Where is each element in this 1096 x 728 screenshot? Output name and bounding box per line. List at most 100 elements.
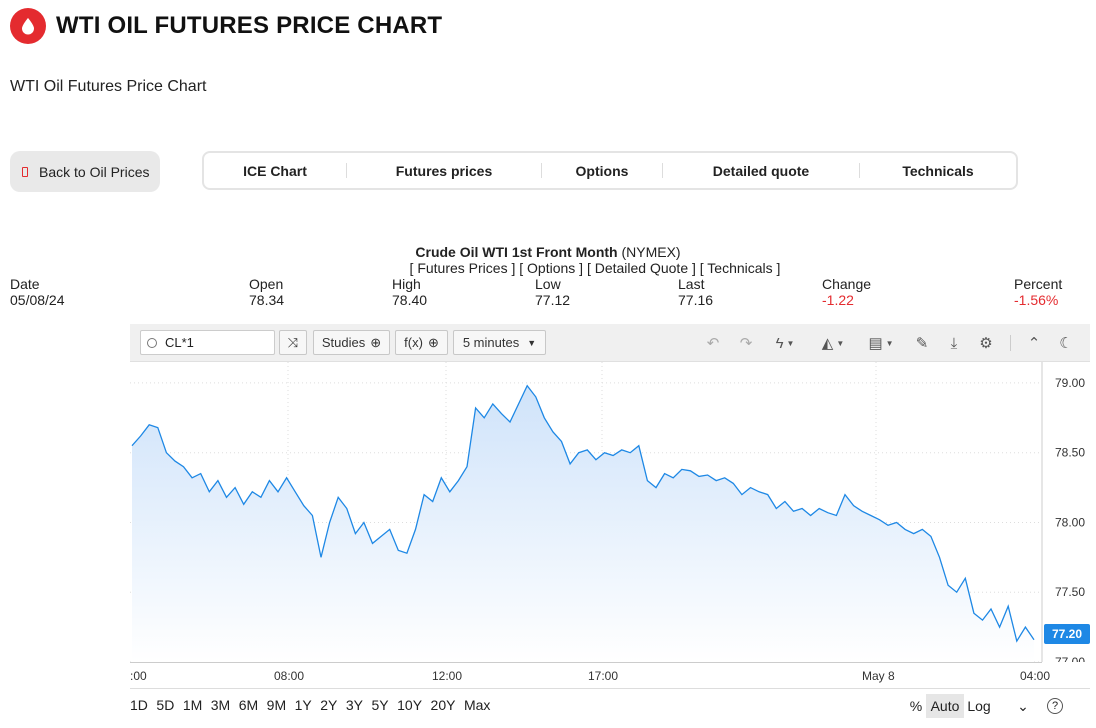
- quote-title: Crude Oil WTI 1st Front Month (NYMEX): [0, 244, 1096, 260]
- range-20y[interactable]: 20Y: [430, 697, 456, 713]
- stat-change: Change -1.22: [822, 276, 871, 308]
- range-6m[interactable]: 6M: [238, 697, 259, 713]
- stat-value: -1.56%: [1014, 292, 1059, 308]
- log-scale-button[interactable]: Log: [967, 698, 991, 714]
- page-subtitle: WTI Oil Futures Price Chart: [10, 78, 207, 95]
- y-tick-label: 79.00: [1055, 376, 1085, 390]
- x-tick-label: 04:00: [1020, 669, 1051, 683]
- studies-label: Studies: [321, 335, 366, 350]
- function-button[interactable]: f(x) ⊕: [395, 330, 448, 355]
- tab-options[interactable]: Options: [575, 162, 629, 179]
- x-tick-label: 12:00: [432, 669, 463, 683]
- oil-drop-logo-icon: [10, 8, 46, 44]
- range-2y[interactable]: 2Y: [320, 697, 338, 713]
- moon-icon[interactable]: ☾: [1059, 335, 1073, 352]
- range-3m[interactable]: 3M: [210, 697, 231, 713]
- back-button-label: Back to Oil Prices: [39, 163, 150, 180]
- y-tick-label: 77.00: [1055, 655, 1085, 662]
- stat-high: High 78.40: [392, 276, 427, 308]
- y-tick-label: 78.00: [1055, 515, 1085, 529]
- stat-date: Date 05/08/24: [10, 276, 65, 308]
- redo-icon[interactable]: ↷: [739, 335, 753, 352]
- stat-value: 78.34: [249, 292, 285, 308]
- range-5d[interactable]: 5D: [156, 697, 175, 713]
- stat-percent: Percent -1.56%: [1014, 276, 1062, 308]
- interval-value: 5 minutes: [462, 335, 520, 350]
- auto-scale-button[interactable]: Auto: [926, 694, 964, 718]
- quote-links[interactable]: [ Futures Prices ] [ Options ] [ Detaile…: [409, 260, 781, 276]
- last-price-badge: 77.20: [1044, 624, 1090, 644]
- stat-value: 05/08/24: [10, 292, 65, 308]
- interval-select[interactable]: 5 minutes ▼: [453, 330, 546, 355]
- plus-circle-icon: ⊕: [370, 334, 382, 350]
- tab-divider: [859, 163, 860, 178]
- y-tick-label: 78.50: [1055, 446, 1085, 460]
- tab-futures-prices[interactable]: Futures prices: [395, 162, 493, 179]
- tab-technicals[interactable]: Technicals: [902, 162, 974, 179]
- chevron-down-icon: ▼: [527, 337, 537, 348]
- stat-value: 78.40: [392, 292, 428, 308]
- instrument-name: Crude Oil WTI 1st Front Month: [415, 244, 618, 260]
- chart-tabs: ICE Chart Futures prices Options Detaile…: [202, 151, 1018, 190]
- fx-label: f(x): [404, 335, 423, 350]
- stat-value: -1.22: [822, 292, 854, 308]
- tab-divider: [541, 163, 542, 178]
- plus-circle-icon: ⊕: [427, 334, 439, 350]
- symbol-search-input[interactable]: CL*1: [140, 330, 275, 355]
- stat-label: High: [392, 276, 421, 292]
- pencil-icon[interactable]: ✎: [915, 335, 929, 352]
- compare-shuffle-button[interactable]: ⤨: [279, 330, 307, 355]
- page-header: WTI OIL FUTURES PRICE CHART: [10, 7, 442, 45]
- range-10y[interactable]: 10Y: [397, 697, 423, 713]
- range-5y[interactable]: 5Y: [371, 697, 389, 713]
- x-tick-label: May 8: [862, 669, 895, 683]
- x-tick-label: :00: [130, 669, 147, 683]
- x-tick-label: 08:00: [274, 669, 305, 683]
- y-tick-label: 77.50: [1055, 585, 1085, 599]
- x-tick-label: 17:00: [588, 669, 619, 683]
- range-selector: 1D 5D 1M 3M 6M 9M 1Y 2Y 3Y 5Y 10Y 20Y Max: [130, 697, 499, 715]
- tab-detailed-quote[interactable]: Detailed quote: [712, 162, 810, 179]
- x-axis-labels: :00 08:00 12:00 17:00 May 8 04:00: [130, 668, 1090, 684]
- range-max[interactable]: Max: [463, 697, 491, 713]
- layout-icon[interactable]: ▤ ▼: [868, 335, 894, 352]
- percent-scale-button[interactable]: %: [909, 698, 923, 714]
- search-icon: [147, 337, 157, 348]
- stat-label: Open: [249, 276, 284, 292]
- price-line: [131, 384, 1035, 643]
- collapse-up-icon[interactable]: ⌃: [1027, 335, 1041, 352]
- range-1d[interactable]: 1D: [130, 697, 148, 713]
- symbol-value: CL*1: [165, 335, 194, 350]
- back-to-oil-prices-button[interactable]: Back to Oil Prices: [10, 151, 160, 192]
- toolbar-divider: [1010, 335, 1011, 351]
- gear-icon[interactable]: ⚙: [979, 335, 993, 352]
- chart-type-icon[interactable]: ◭ ▼: [821, 335, 845, 352]
- range-3y[interactable]: 3Y: [345, 697, 363, 713]
- stat-value: 77.12: [535, 292, 571, 308]
- stat-value: 77.16: [678, 292, 714, 308]
- shuffle-icon: ⤨: [287, 334, 299, 350]
- stat-label: Percent: [1014, 276, 1063, 292]
- price-area: [132, 385, 1034, 662]
- tab-divider: [662, 163, 663, 178]
- stat-label: Date: [10, 276, 40, 292]
- x-axis-line: [130, 662, 1042, 663]
- drawing-tools-icon[interactable]: ϟ ▼: [775, 334, 795, 352]
- studies-button[interactable]: Studies ⊕: [313, 330, 390, 355]
- undo-icon[interactable]: ↶: [706, 335, 720, 352]
- stat-label: Last: [678, 276, 705, 292]
- scale-options: % Auto Log ⌄ ?: [904, 694, 1094, 718]
- bottom-divider: [130, 688, 1090, 689]
- stat-low: Low 77.12: [535, 276, 570, 308]
- range-9m[interactable]: 9M: [266, 697, 287, 713]
- collapse-down-icon[interactable]: ⌄: [1017, 697, 1029, 714]
- tab-ice-chart[interactable]: ICE Chart: [243, 162, 307, 179]
- exchange-label: (NYMEX): [621, 244, 681, 260]
- range-1m[interactable]: 1M: [182, 697, 203, 713]
- tab-divider: [346, 163, 347, 178]
- range-1y[interactable]: 1Y: [294, 697, 312, 713]
- stat-label: Change: [822, 276, 872, 292]
- download-icon[interactable]: ⤓: [950, 334, 958, 352]
- help-icon[interactable]: ?: [1047, 698, 1063, 714]
- price-chart-plot[interactable]: 79.00 78.50 78.00 77.50 77.00: [130, 362, 1090, 662]
